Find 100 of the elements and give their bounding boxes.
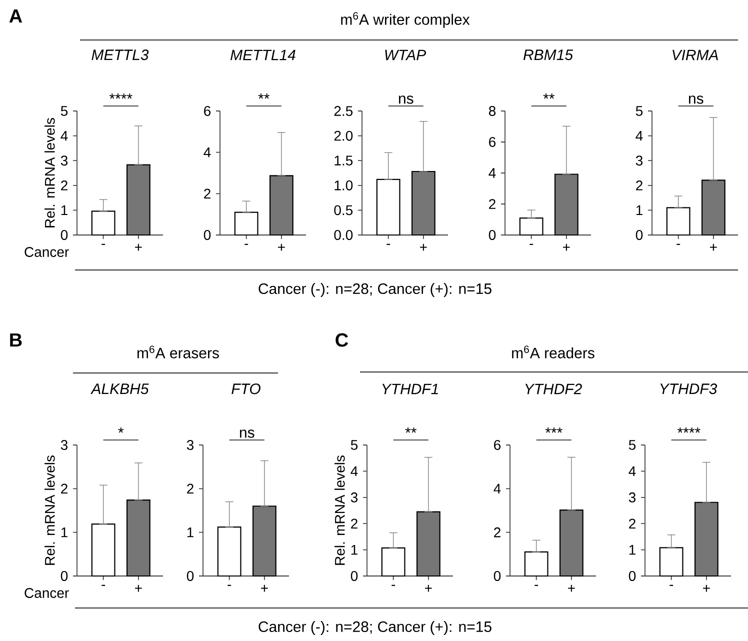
text: m$^{6}$A writer complex [341, 12, 470, 28]
x-tick-label: + [278, 244, 285, 251]
y-tick-label: 1 [351, 544, 358, 555]
text: ns [398, 96, 414, 104]
y-tick-label: 4 [204, 148, 211, 158]
y-tick-label: 1 [187, 528, 194, 538]
y-tick-label: 0.0 [334, 230, 353, 240]
x-axis-title: Cancer [24, 588, 69, 598]
chart-title: ALKBH5 [90, 384, 149, 394]
y-tick-label: 0 [60, 230, 68, 240]
text: **** [677, 427, 700, 433]
x-tick-label: - [534, 584, 538, 586]
text: B [10, 333, 22, 347]
y-tick-label: 4 [636, 130, 643, 141]
text: Cancer (-): n=28; Cancer (+): n=15 [258, 283, 492, 297]
y-tick-label: 2.5 [334, 106, 353, 116]
text: ** [258, 93, 270, 99]
x-tick-label: + [420, 244, 427, 251]
y-tick-label: 4 [488, 168, 496, 178]
text: ** [405, 427, 416, 433]
y-tick-label: 4 [60, 130, 68, 141]
y-tick-label: 6 [489, 137, 496, 147]
chart-title: WTAP [385, 50, 426, 60]
y-tick-label: 3 [628, 492, 636, 502]
chart-title: VIRMA [672, 50, 718, 60]
text: m$^{6}$A readers [512, 346, 594, 358]
y-tick-label: 1 [61, 205, 68, 216]
text: C [336, 333, 348, 347]
chart-title: YTHDF2 [525, 384, 582, 394]
text: ns [240, 430, 254, 438]
y-tick-label: 4 [628, 466, 636, 476]
y-tick-label: 1.0 [334, 180, 353, 190]
text: Cancer (-): n=28; Cancer (+): n=15 [258, 621, 492, 635]
x-tick-label: + [425, 584, 432, 592]
y-axis-title: Rel. mRNA levels [334, 456, 345, 565]
text: ** [543, 93, 554, 99]
y-tick-label: 5 [628, 440, 636, 450]
x-tick-label: - [670, 584, 674, 586]
chart-title: YTHDF1 [382, 384, 438, 394]
chart-title: FTO [232, 384, 260, 394]
y-tick-label: 2 [494, 527, 500, 538]
y-tick-label: 3 [60, 440, 68, 450]
y-tick-label: 5 [636, 106, 643, 116]
y-tick-label: 2 [629, 518, 636, 528]
y-tick-label: 0 [628, 571, 636, 581]
x-tick-label: - [244, 244, 248, 245]
text: *** [545, 427, 562, 433]
x-tick-label: - [102, 244, 106, 245]
y-tick-label: 2.0 [334, 130, 353, 141]
chart-title: YTHDF3 [660, 384, 718, 394]
y-tick-label: 0 [60, 571, 68, 581]
y-tick-label: 0 [350, 571, 358, 581]
y-tick-label: 1.5 [334, 156, 353, 166]
y-tick-label: 3 [636, 156, 643, 166]
y-tick-label: 3 [186, 440, 194, 450]
x-tick-label: - [102, 584, 106, 586]
chart-title: METTL14 [230, 50, 296, 60]
text: m$^{6}$A erasers [137, 346, 219, 358]
x-tick-label: - [676, 244, 680, 245]
x-tick-label: + [261, 584, 268, 592]
y-tick-label: 2 [636, 180, 642, 190]
text: * [118, 427, 124, 433]
x-tick-label: + [563, 244, 570, 251]
x-tick-label: - [530, 244, 534, 245]
x-tick-label: + [135, 244, 142, 251]
x-tick-label: + [568, 584, 575, 592]
y-tick-label: 2 [61, 180, 68, 190]
x-tick-label: - [228, 584, 232, 586]
x-tick-label: + [703, 584, 710, 592]
y-tick-label: 0 [636, 230, 643, 240]
y-tick-label: 3 [350, 492, 358, 502]
x-tick-label: + [135, 584, 142, 592]
text: **** [109, 93, 132, 99]
y-tick-label: 8 [488, 106, 496, 116]
x-tick-label: - [386, 244, 390, 245]
y-tick-label: 2 [489, 199, 496, 209]
y-tick-label: 2 [187, 484, 194, 494]
y-axis-title: Rel. mRNA levels [44, 456, 55, 565]
x-axis-title: Cancer [24, 247, 69, 257]
y-tick-label: 4 [494, 484, 501, 494]
y-axis-title: Rel. mRNA levels [44, 118, 55, 228]
y-tick-label: 6 [494, 440, 501, 450]
y-tick-label: 1 [61, 528, 68, 538]
y-tick-label: 2 [351, 518, 358, 528]
y-tick-label: 5 [350, 440, 358, 450]
y-tick-label: 4 [350, 466, 358, 476]
y-tick-label: 0 [488, 230, 496, 240]
text: ns [688, 96, 704, 104]
y-tick-label: 2 [204, 188, 210, 199]
y-tick-label: 1 [636, 205, 642, 216]
y-tick-label: 0.5 [334, 205, 353, 216]
y-tick-label: 0 [186, 571, 194, 581]
x-tick-label: - [392, 584, 396, 586]
y-tick-label: 6 [204, 106, 211, 116]
x-tick-label: + [710, 244, 717, 251]
y-tick-label: 2 [61, 484, 68, 494]
y-tick-label: 0 [204, 230, 211, 240]
y-tick-label: 1 [629, 544, 636, 555]
chart-title: RBM15 [523, 50, 574, 60]
y-tick-label: 5 [60, 106, 68, 116]
